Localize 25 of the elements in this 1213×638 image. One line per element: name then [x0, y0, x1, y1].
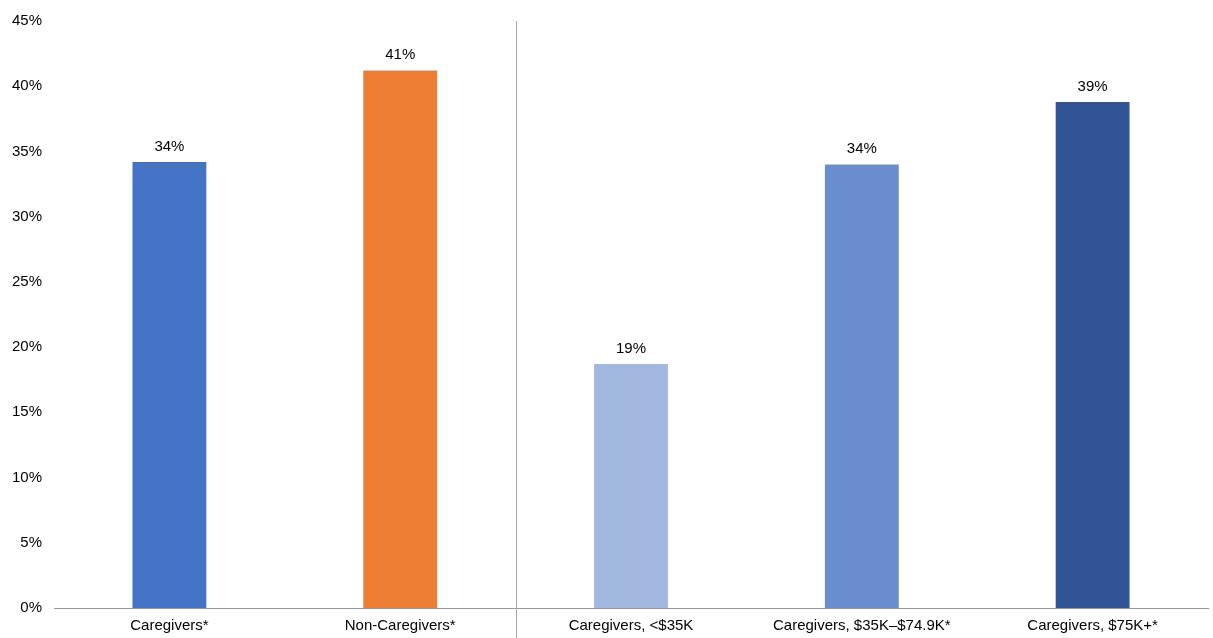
data-label: 19%: [616, 338, 647, 356]
bar: [132, 161, 207, 608]
data-label: 34%: [846, 139, 877, 157]
x-tick-label: Caregivers, <$35K: [568, 616, 694, 634]
y-tick-label: 45%: [11, 11, 43, 29]
x-tick-label: Non-Caregivers*: [344, 616, 456, 634]
y-tick-label: 20%: [11, 337, 43, 355]
bar: [1055, 101, 1130, 608]
y-tick-label: 35%: [11, 141, 43, 159]
bar: [363, 70, 438, 608]
bar: [824, 164, 899, 608]
y-tick-label: 0%: [20, 598, 43, 616]
y-tick-label: 30%: [11, 206, 43, 224]
x-tick-label: Caregivers, $75K+*: [1027, 616, 1158, 634]
y-tick-label: 25%: [11, 272, 43, 290]
y-tick-label: 40%: [11, 76, 43, 94]
y-tick-label: 15%: [11, 402, 43, 420]
bar: [594, 364, 668, 608]
y-tick-label: 5%: [20, 532, 43, 550]
data-label: 39%: [1077, 76, 1108, 94]
x-tick-label: Caregivers, $35K–$74.9K*: [772, 616, 951, 634]
data-label: 41%: [385, 45, 416, 63]
data-label: 34%: [154, 136, 185, 154]
y-tick-label: 10%: [11, 467, 43, 485]
x-tick-label: Caregivers*: [130, 616, 209, 634]
